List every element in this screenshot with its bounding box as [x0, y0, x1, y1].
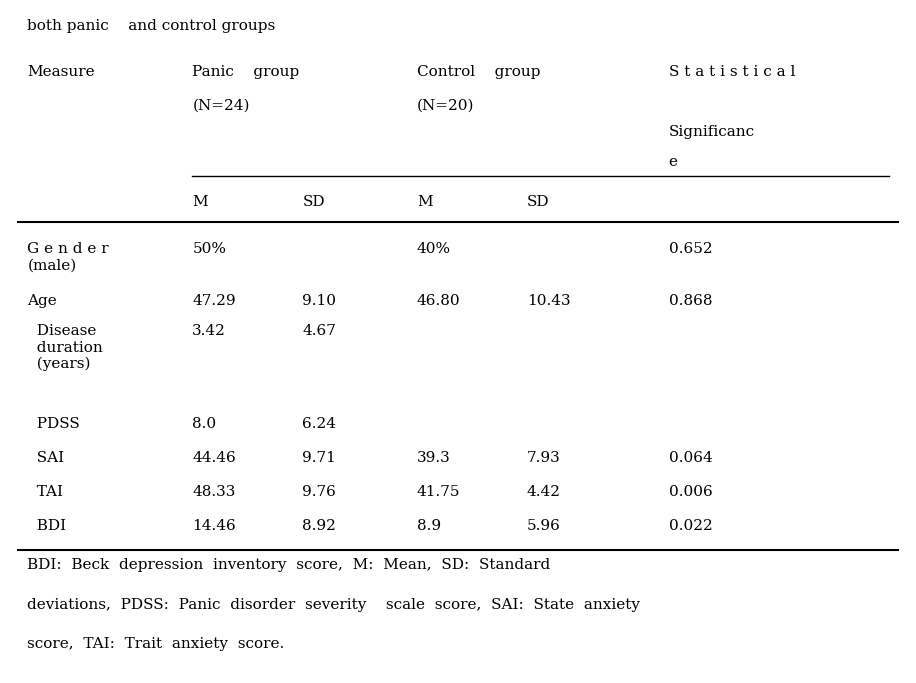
Text: 44.46: 44.46	[192, 451, 236, 464]
Text: S t a t i s t i c a l: S t a t i s t i c a l	[669, 65, 795, 79]
Text: TAI: TAI	[27, 485, 63, 499]
Text: Significanc: Significanc	[669, 125, 755, 139]
Text: G e n d e r
(male): G e n d e r (male)	[27, 242, 109, 273]
Text: 0.064: 0.064	[669, 451, 713, 464]
Text: e: e	[669, 155, 678, 169]
Text: 8.0: 8.0	[192, 417, 216, 430]
Text: Disease
  duration
  (years): Disease duration (years)	[27, 324, 104, 372]
Text: 9.76: 9.76	[302, 485, 336, 499]
Text: deviations,  PDSS:  Panic  disorder  severity    scale  score,  SAI:  State  anx: deviations, PDSS: Panic disorder severit…	[27, 598, 640, 611]
Text: 8.9: 8.9	[417, 519, 441, 533]
Text: Control    group: Control group	[417, 65, 540, 79]
Text: 48.33: 48.33	[192, 485, 235, 499]
Text: 50%: 50%	[192, 242, 226, 256]
Text: Age: Age	[27, 294, 57, 307]
Text: 47.29: 47.29	[192, 294, 236, 307]
Text: 40%: 40%	[417, 242, 451, 256]
Text: 0.022: 0.022	[669, 519, 713, 533]
Text: 0.006: 0.006	[669, 485, 713, 499]
Text: 4.42: 4.42	[527, 485, 561, 499]
Text: SD: SD	[527, 195, 550, 208]
Text: 0.652: 0.652	[669, 242, 713, 256]
Text: score,  TAI:  Trait  anxiety  score.: score, TAI: Trait anxiety score.	[27, 637, 285, 651]
Text: 7.93: 7.93	[527, 451, 561, 464]
Text: BDI: BDI	[27, 519, 67, 533]
Text: 39.3: 39.3	[417, 451, 451, 464]
Text: PDSS: PDSS	[27, 417, 81, 430]
Text: Panic    group: Panic group	[192, 65, 300, 79]
Text: 9.10: 9.10	[302, 294, 336, 307]
Text: SD: SD	[302, 195, 325, 208]
Text: both panic    and control groups: both panic and control groups	[27, 19, 276, 33]
Text: 3.42: 3.42	[192, 324, 226, 338]
Text: 0.868: 0.868	[669, 294, 712, 307]
Text: 41.75: 41.75	[417, 485, 460, 499]
Text: SAI: SAI	[27, 451, 65, 464]
Text: M: M	[192, 195, 208, 208]
Text: M: M	[417, 195, 432, 208]
Text: 9.71: 9.71	[302, 451, 336, 464]
Text: (N=20): (N=20)	[417, 99, 474, 113]
Text: 46.80: 46.80	[417, 294, 461, 307]
Text: 10.43: 10.43	[527, 294, 571, 307]
Text: 4.67: 4.67	[302, 324, 336, 338]
Text: 8.92: 8.92	[302, 519, 336, 533]
Text: (N=24): (N=24)	[192, 99, 250, 113]
Text: Measure: Measure	[27, 65, 95, 79]
Text: 5.96: 5.96	[527, 519, 561, 533]
Text: BDI:  Beck  depression  inventory  score,  M:  Mean,  SD:  Standard: BDI: Beck depression inventory score, M:…	[27, 558, 551, 572]
Text: 14.46: 14.46	[192, 519, 236, 533]
Text: 6.24: 6.24	[302, 417, 336, 430]
